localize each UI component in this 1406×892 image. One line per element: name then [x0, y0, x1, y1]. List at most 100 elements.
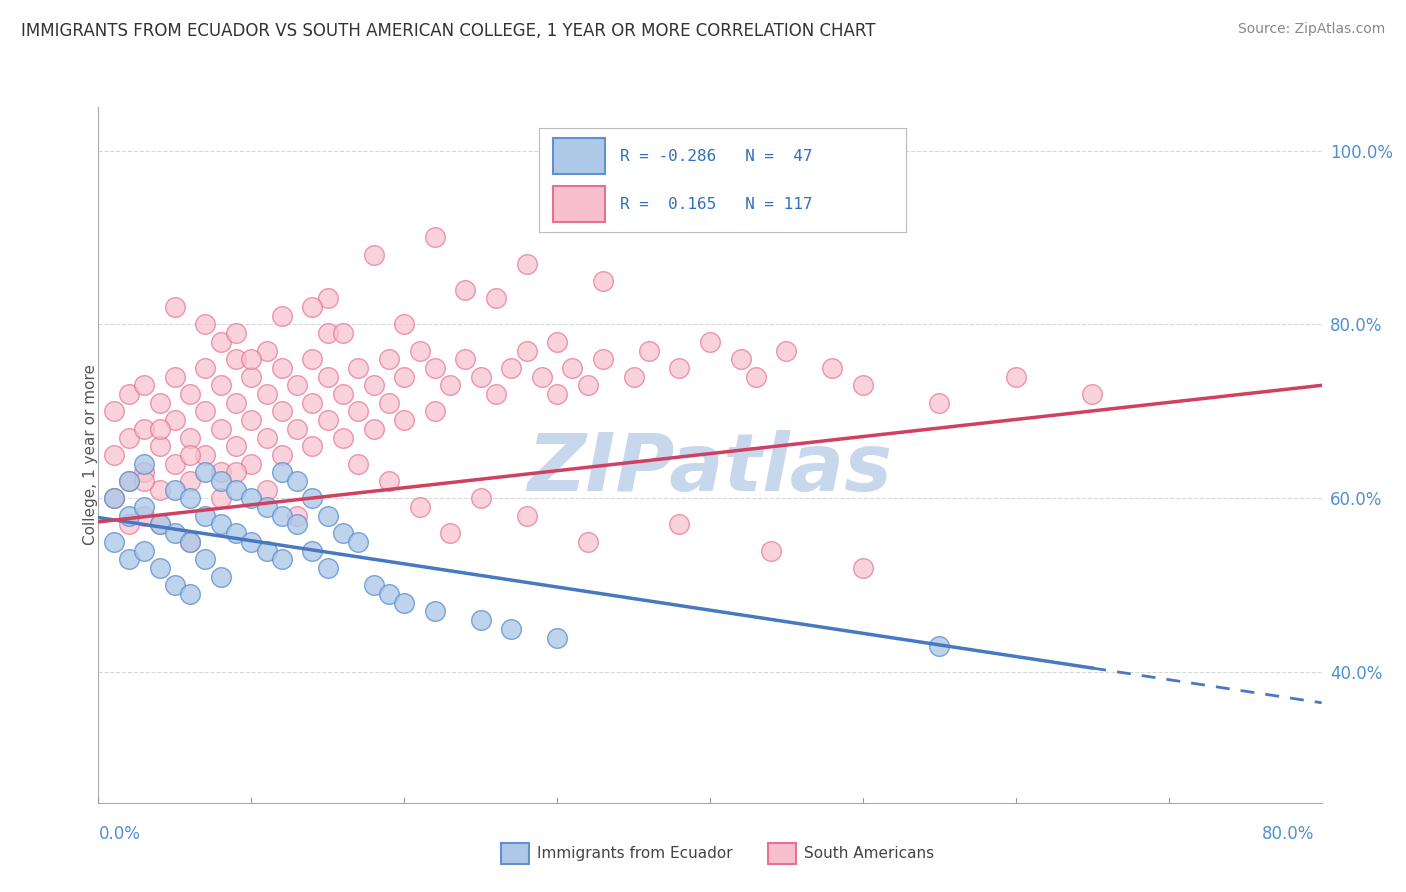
Point	[316, 291, 339, 305]
Point	[363, 578, 385, 592]
Point	[209, 378, 232, 392]
Point	[530, 369, 553, 384]
Point	[179, 387, 201, 401]
Point	[332, 526, 354, 541]
Point	[134, 457, 156, 471]
Point	[256, 500, 278, 514]
Point	[423, 605, 446, 619]
Point	[332, 387, 354, 401]
Point	[347, 360, 370, 375]
Point	[149, 439, 172, 453]
Point	[759, 543, 782, 558]
Point	[179, 587, 201, 601]
Point	[378, 474, 401, 488]
Point	[209, 474, 232, 488]
Point	[1004, 369, 1026, 384]
Point	[623, 369, 645, 384]
Point	[270, 508, 292, 523]
Point	[225, 439, 247, 453]
Point	[285, 508, 308, 523]
Point	[392, 369, 416, 384]
Point	[103, 491, 125, 506]
Point	[668, 360, 690, 375]
Point	[209, 570, 232, 584]
Point	[516, 257, 538, 271]
Text: IMMIGRANTS FROM ECUADOR VS SOUTH AMERICAN COLLEGE, 1 YEAR OR MORE CORRELATION CH: IMMIGRANTS FROM ECUADOR VS SOUTH AMERICA…	[21, 22, 876, 40]
Point	[285, 517, 308, 532]
Point	[103, 448, 125, 462]
Point	[194, 508, 217, 523]
Point	[225, 466, 247, 480]
Point	[637, 343, 661, 358]
Point	[470, 369, 492, 384]
Point	[775, 343, 797, 358]
Point	[363, 422, 385, 436]
Point	[134, 543, 156, 558]
Point	[485, 291, 508, 305]
Point	[179, 430, 201, 444]
Point	[332, 326, 354, 340]
FancyBboxPatch shape	[501, 843, 529, 864]
Point	[730, 352, 752, 367]
Point	[501, 622, 523, 636]
Point	[256, 543, 278, 558]
Point	[194, 448, 217, 462]
Point	[301, 300, 323, 314]
Text: Immigrants from Ecuador: Immigrants from Ecuador	[537, 847, 733, 861]
Point	[149, 561, 172, 575]
Point	[392, 413, 416, 427]
Point	[179, 534, 201, 549]
Point	[363, 378, 385, 392]
Point	[225, 326, 247, 340]
Point	[149, 483, 172, 497]
Point	[699, 334, 721, 349]
Point	[134, 422, 156, 436]
Point	[240, 534, 263, 549]
Point	[928, 396, 950, 410]
Point	[454, 283, 477, 297]
Point	[546, 334, 568, 349]
Point	[179, 448, 201, 462]
Point	[423, 230, 446, 244]
Point	[470, 613, 492, 627]
Point	[240, 457, 263, 471]
Point	[592, 352, 614, 367]
Point	[423, 404, 446, 418]
Point	[163, 369, 186, 384]
Point	[516, 508, 538, 523]
Point	[118, 430, 141, 444]
Point	[149, 422, 172, 436]
Point	[270, 404, 292, 418]
Point	[194, 318, 217, 332]
Point	[316, 413, 339, 427]
Point	[392, 318, 416, 332]
Point	[270, 552, 292, 566]
Point	[225, 352, 247, 367]
Point	[439, 526, 461, 541]
Point	[118, 552, 141, 566]
Point	[301, 543, 323, 558]
Point	[347, 457, 370, 471]
Point	[378, 396, 401, 410]
Point	[163, 578, 186, 592]
Point	[285, 422, 308, 436]
Point	[240, 413, 263, 427]
Point	[454, 352, 477, 367]
Point	[408, 500, 430, 514]
Point	[209, 466, 232, 480]
Point	[392, 596, 416, 610]
Point	[225, 526, 247, 541]
Point	[378, 587, 401, 601]
Point	[256, 430, 278, 444]
Point	[149, 517, 172, 532]
Point	[179, 534, 201, 549]
Point	[408, 343, 430, 358]
Point	[316, 326, 339, 340]
Point	[301, 491, 323, 506]
Point	[439, 378, 461, 392]
Point	[316, 561, 339, 575]
Point	[745, 369, 768, 384]
Point	[118, 387, 141, 401]
Point	[668, 517, 690, 532]
Point	[163, 526, 186, 541]
